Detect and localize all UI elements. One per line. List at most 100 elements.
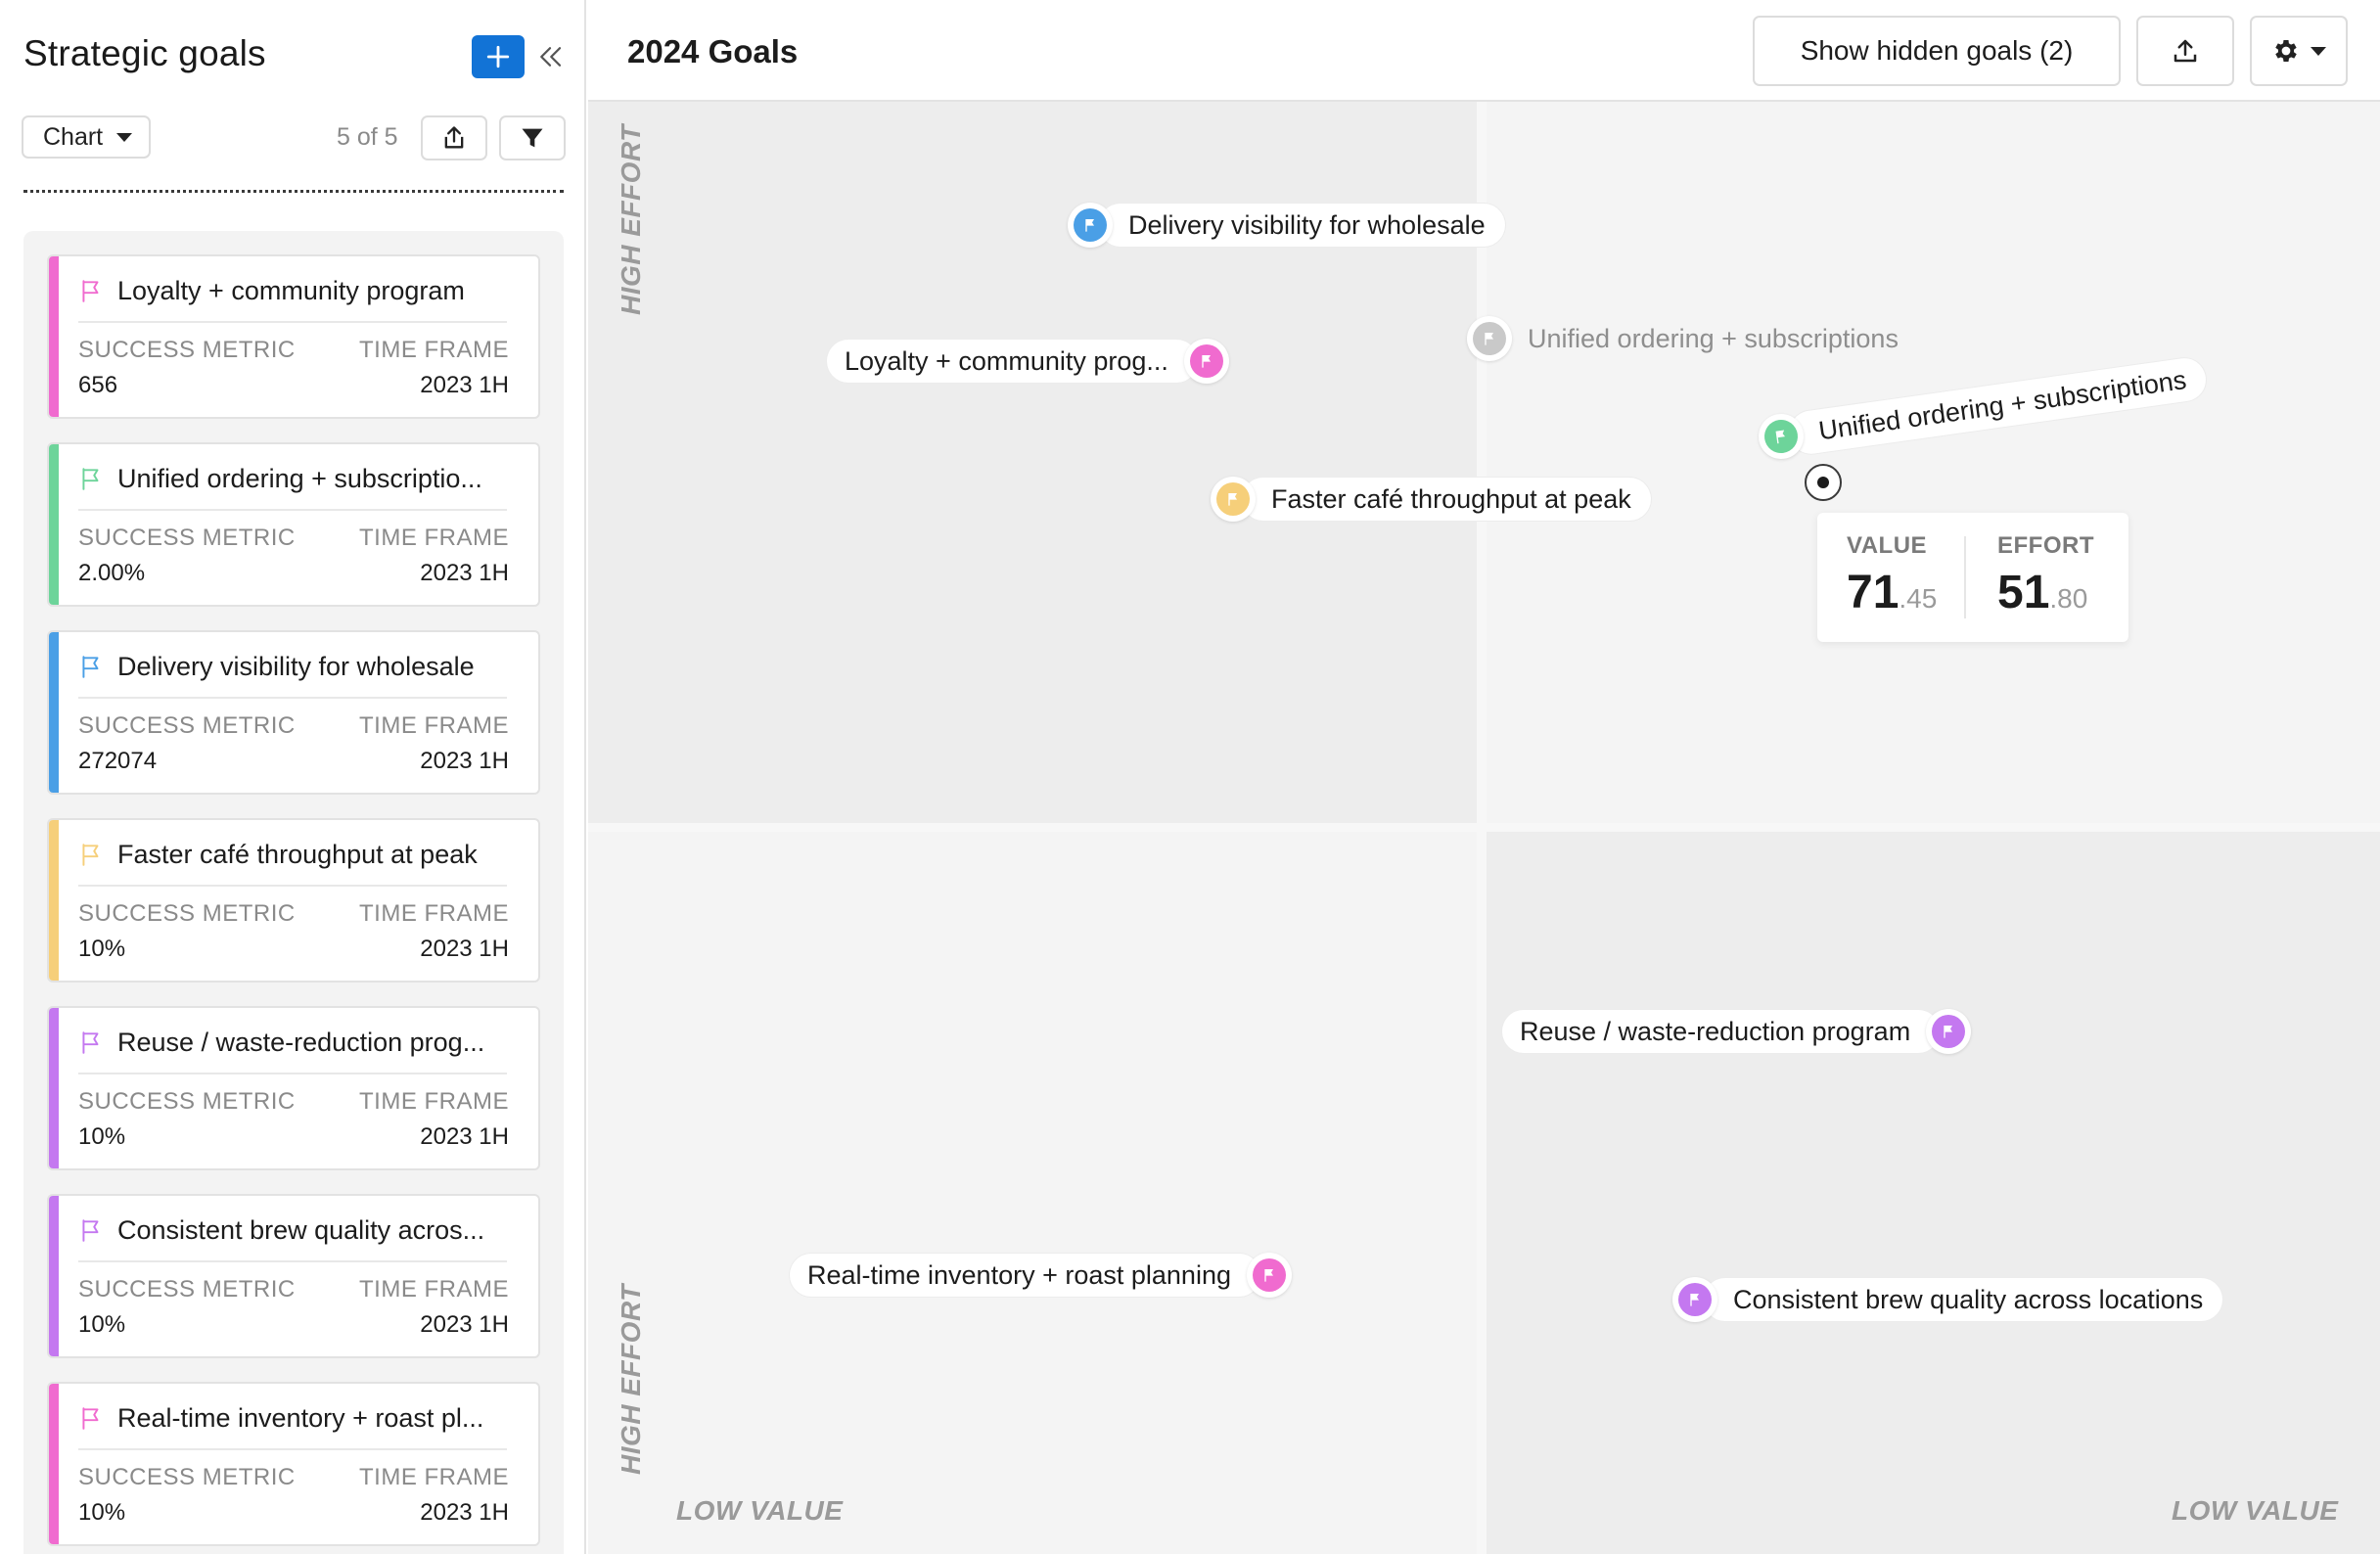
goal-point[interactable]: Delivery visibility for wholesale bbox=[1068, 202, 1505, 249]
double-chevron-left-icon bbox=[540, 47, 562, 67]
goal-title: Real-time inventory + roast pl... bbox=[117, 1403, 484, 1433]
goal-title: Reuse / waste-reduction prog... bbox=[117, 1028, 485, 1057]
goal-point-marker[interactable] bbox=[1211, 477, 1256, 522]
goal-point-label: Unified ordering + subscriptions bbox=[1528, 323, 1899, 353]
time-frame-value: 2023 1H bbox=[420, 560, 509, 586]
goal-card[interactable]: Real-time inventory + roast pl... SUCCESS… bbox=[47, 1382, 540, 1546]
goal-point[interactable]: Reuse / waste-reduction program bbox=[1502, 1008, 1972, 1055]
goal-card[interactable]: Consistent brew quality acros... SUCCESS … bbox=[47, 1194, 540, 1358]
success-metric-label: SUCCESS METRIC bbox=[78, 1464, 296, 1490]
time-frame-label: TIME FRAME bbox=[359, 337, 509, 363]
tooltip-separator bbox=[1964, 536, 1966, 618]
goal-card-divider bbox=[78, 1260, 507, 1262]
flag-icon bbox=[1941, 1024, 1956, 1039]
add-goal-button[interactable] bbox=[472, 35, 525, 78]
success-metric-label: SUCCESS METRIC bbox=[78, 1276, 296, 1303]
goal-point-marker[interactable] bbox=[1672, 1277, 1717, 1322]
flag-icon bbox=[78, 1029, 104, 1057]
sidebar: Strategic goals Chart 5 of 5 Loyalty + c… bbox=[0, 0, 586, 1554]
goal-point[interactable]: Unified ordering + subscriptions bbox=[1756, 353, 2209, 463]
goal-color-bar bbox=[49, 820, 59, 981]
time-frame-value: 2023 1H bbox=[420, 1311, 509, 1338]
caret-down-icon bbox=[116, 132, 133, 142]
plus-icon bbox=[486, 45, 510, 69]
goals-matrix-chart: HIGH EFFORT HIGH EFFORT LOW VALUE LOW VA… bbox=[588, 102, 2380, 1554]
time-frame-value: 2023 1H bbox=[420, 1499, 509, 1526]
view-select-dropdown[interactable]: Chart bbox=[22, 115, 151, 159]
export-icon bbox=[444, 126, 464, 149]
tooltip-effort-dec: .80 bbox=[2049, 583, 2088, 614]
goal-point[interactable]: Consistent brew quality across locations bbox=[1672, 1276, 2223, 1323]
goal-point-label: Consistent brew quality across locations bbox=[1704, 1278, 2223, 1321]
quadrant-top-right bbox=[1487, 102, 2380, 823]
tooltip-value-label: VALUE bbox=[1847, 532, 1928, 559]
goal-color-bar bbox=[49, 1196, 59, 1356]
goal-point[interactable]: Unified ordering + subscriptions bbox=[1467, 315, 1918, 362]
goal-point-marker[interactable] bbox=[1246, 1253, 1292, 1298]
goal-card-divider bbox=[78, 1073, 507, 1074]
time-frame-label: TIME FRAME bbox=[359, 712, 509, 739]
flag-icon bbox=[78, 1217, 104, 1245]
goal-point-label: Reuse / waste-reduction program bbox=[1502, 1010, 1941, 1053]
flag-icon bbox=[78, 466, 104, 493]
goal-point-label: Delivery visibility for wholesale bbox=[1099, 204, 1505, 247]
share-button[interactable] bbox=[2136, 16, 2234, 86]
goal-card-divider bbox=[78, 697, 507, 699]
goal-title: Faster café throughput at peak bbox=[117, 840, 478, 869]
goal-card[interactable]: Unified ordering + subscriptio... SUCCESS… bbox=[47, 442, 540, 607]
goal-card[interactable]: Reuse / waste-reduction prog... SUCCESS M… bbox=[47, 1006, 540, 1170]
goal-point[interactable]: Real-time inventory + roast planning bbox=[790, 1252, 1292, 1299]
success-metric-label: SUCCESS METRIC bbox=[78, 900, 296, 927]
sidebar-export-button[interactable] bbox=[421, 115, 487, 160]
success-metric-value: 10% bbox=[78, 1123, 126, 1150]
tooltip-value-int: 71 bbox=[1847, 567, 1899, 618]
upload-icon bbox=[2174, 39, 2197, 63]
flag-icon bbox=[1482, 331, 1497, 346]
goal-card[interactable]: Loyalty + community program SUCCESS METRI… bbox=[47, 254, 540, 419]
collapse-sidebar-button[interactable] bbox=[532, 37, 568, 76]
flag-icon bbox=[1199, 353, 1214, 369]
flag-icon bbox=[78, 842, 104, 869]
sidebar-title: Strategic goals bbox=[23, 33, 266, 73]
goal-point-marker[interactable] bbox=[1756, 411, 1807, 462]
show-hidden-goals-button[interactable]: Show hidden goals (2) bbox=[1753, 16, 2121, 86]
goal-point-marker[interactable] bbox=[1068, 203, 1113, 248]
time-frame-label: TIME FRAME bbox=[359, 1464, 509, 1490]
success-metric-label: SUCCESS METRIC bbox=[78, 525, 296, 551]
flag-icon bbox=[78, 1405, 104, 1433]
gear-icon bbox=[2275, 40, 2297, 62]
caret-down-icon bbox=[2311, 46, 2326, 56]
tooltip-effort-int: 51 bbox=[1997, 567, 2050, 618]
goal-point[interactable]: Faster café throughput at peak bbox=[1211, 476, 1651, 523]
quadrant-bottom-left bbox=[588, 832, 1477, 1554]
flag-icon bbox=[1082, 217, 1098, 233]
show-hidden-goals-label: Show hidden goals (2) bbox=[1800, 35, 2074, 66]
success-metric-value: 656 bbox=[78, 372, 118, 398]
goal-point[interactable]: Loyalty + community prog... bbox=[827, 338, 1229, 385]
time-frame-label: TIME FRAME bbox=[359, 900, 509, 927]
goal-point-label: Loyalty + community prog... bbox=[827, 340, 1198, 383]
axis-label-low-value-right: LOW VALUE bbox=[2172, 1495, 2339, 1526]
goal-point-marker[interactable] bbox=[1467, 316, 1512, 361]
flag-icon bbox=[1687, 1292, 1703, 1307]
filter-button[interactable] bbox=[499, 115, 566, 160]
view-select-value: Chart bbox=[43, 122, 104, 151]
goal-point-marker[interactable] bbox=[1926, 1009, 1972, 1054]
sidebar-divider bbox=[23, 190, 564, 193]
time-frame-value: 2023 1H bbox=[420, 748, 509, 774]
goal-card[interactable]: Faster café throughput at peak SUCCESS ME… bbox=[47, 818, 540, 983]
settings-menu-button[interactable] bbox=[2250, 16, 2348, 86]
success-metric-value: 272074 bbox=[78, 748, 158, 774]
goal-color-bar bbox=[49, 632, 59, 793]
flag-icon bbox=[1261, 1267, 1277, 1283]
success-metric-value: 2.00% bbox=[78, 560, 146, 586]
time-frame-value: 2023 1H bbox=[420, 1123, 509, 1150]
success-metric-value: 10% bbox=[78, 1499, 126, 1526]
goal-point-label: Faster café throughput at peak bbox=[1242, 478, 1651, 521]
goal-point-marker[interactable] bbox=[1183, 339, 1229, 384]
time-frame-label: TIME FRAME bbox=[359, 1088, 509, 1115]
axis-label-high-effort-top: HIGH EFFORT bbox=[616, 124, 646, 315]
goal-card[interactable]: Delivery visibility for wholesale SUCCESS… bbox=[47, 630, 540, 795]
axis-label-high-effort-bottom: HIGH EFFORT bbox=[616, 1284, 646, 1475]
goal-title: Loyalty + community program bbox=[117, 276, 465, 305]
